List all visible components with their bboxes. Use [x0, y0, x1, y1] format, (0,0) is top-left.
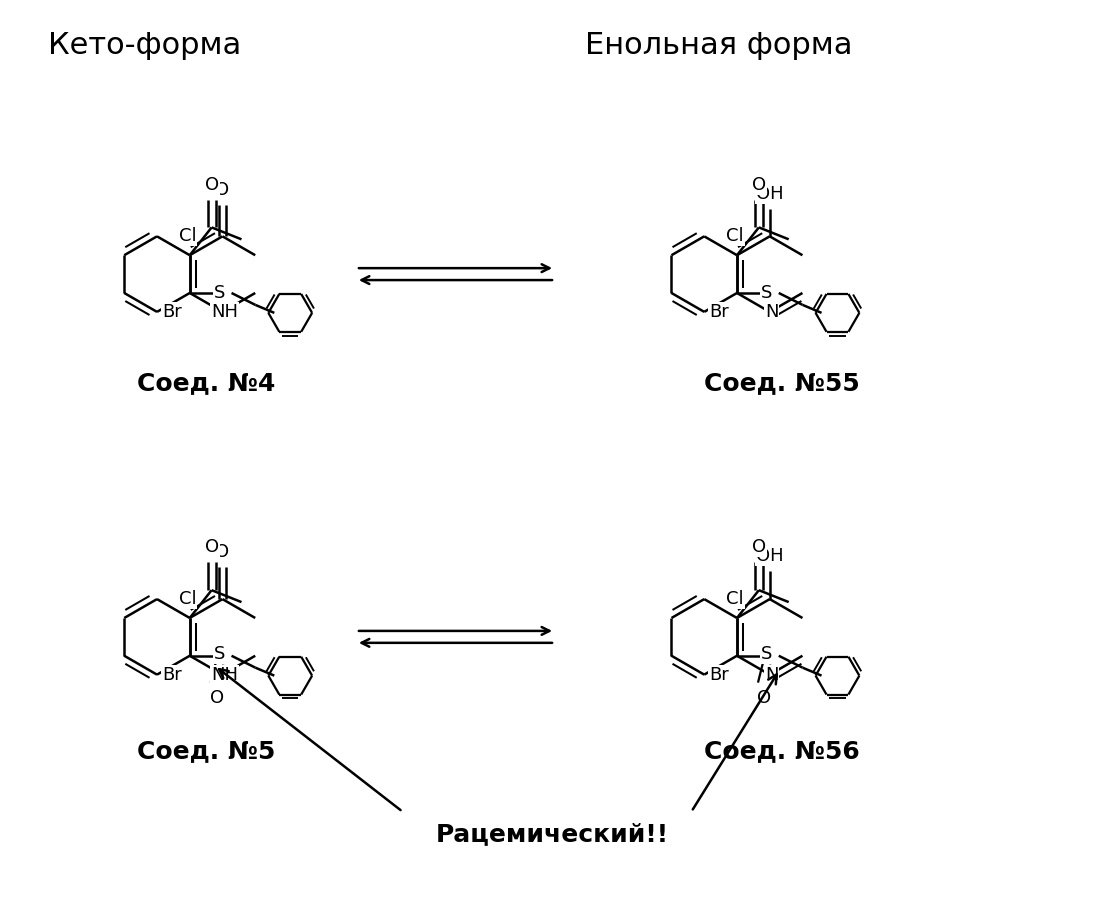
Text: Енольная форма: Енольная форма: [585, 31, 852, 60]
Text: Br: Br: [709, 666, 729, 684]
Text: Рацемический!!: Рацемический!!: [435, 822, 669, 845]
Text: NH: NH: [211, 666, 238, 684]
Text: Соед. №5: Соед. №5: [137, 739, 276, 763]
Text: Cl: Cl: [179, 590, 197, 608]
Text: Br: Br: [162, 666, 182, 684]
Text: S: S: [761, 645, 773, 663]
Text: O: O: [756, 689, 771, 707]
Text: Кето-форма: Кето-форма: [47, 31, 241, 60]
Text: OH: OH: [756, 184, 784, 202]
Text: O: O: [215, 543, 230, 561]
Text: Cl: Cl: [726, 227, 744, 245]
Text: S: S: [214, 284, 225, 302]
Text: NH: NH: [211, 303, 238, 321]
Text: Соед. №56: Соед. №56: [704, 739, 860, 763]
Text: O: O: [210, 689, 224, 707]
Text: Cl: Cl: [726, 590, 744, 608]
Text: OH: OH: [756, 548, 784, 566]
Text: O: O: [752, 538, 766, 557]
Text: Br: Br: [162, 303, 182, 321]
Text: Cl: Cl: [179, 227, 197, 245]
Text: S: S: [761, 284, 773, 302]
Text: O: O: [752, 175, 766, 193]
Text: O: O: [215, 181, 230, 199]
Text: Соед. №55: Соед. №55: [704, 371, 860, 396]
Text: O: O: [204, 538, 219, 557]
Text: Соед. №4: Соед. №4: [137, 371, 276, 396]
Text: Br: Br: [709, 303, 729, 321]
Text: N: N: [765, 666, 778, 684]
Text: N: N: [765, 303, 778, 321]
Text: O: O: [204, 175, 219, 193]
Text: S: S: [214, 645, 225, 663]
